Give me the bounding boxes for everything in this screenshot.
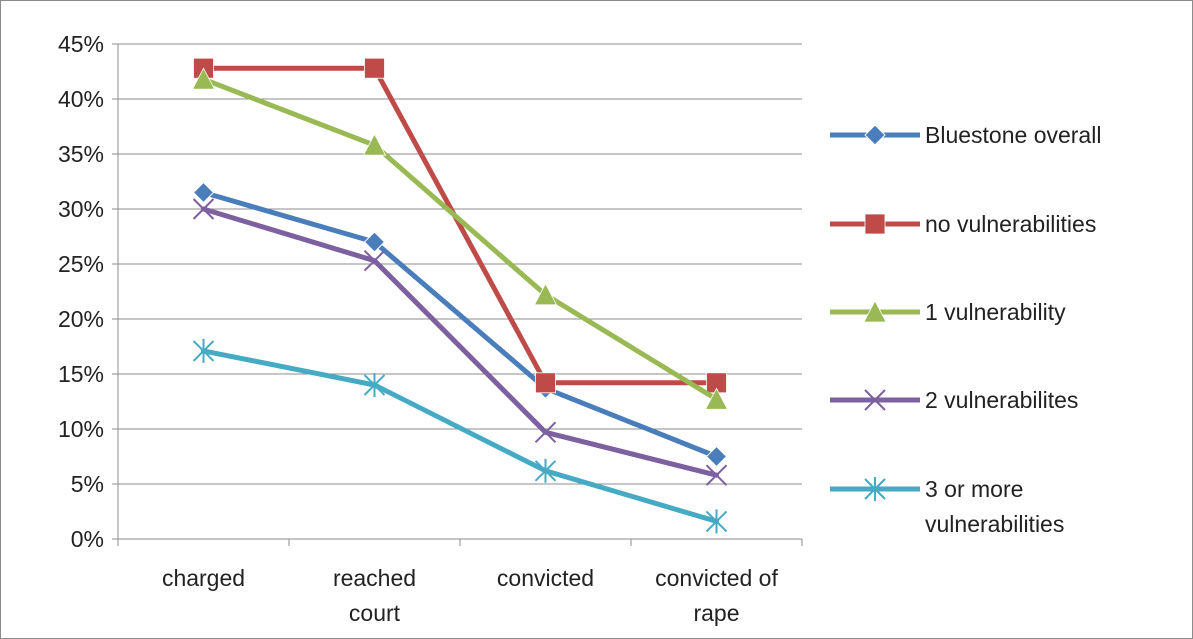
data-point-marker: [533, 282, 558, 306]
legend-marker: [864, 389, 886, 411]
data-point-marker: [191, 67, 216, 90]
y-tick-label: 10%: [58, 416, 104, 442]
data-point-marker: [534, 421, 557, 444]
data-point-marker: [192, 198, 215, 220]
series-line: [201, 190, 719, 459]
y-tick-label: 20%: [58, 306, 104, 332]
y-tick-label: 30%: [58, 196, 104, 222]
legend-marker: [864, 213, 886, 235]
legend-entry: 1 vulnerability: [830, 299, 1066, 325]
data-point-marker: [705, 445, 728, 468]
series-x: [192, 198, 728, 486]
legend-entry: 2 vulnerabilites: [830, 387, 1078, 413]
gridlines: [118, 43, 802, 485]
series-star: [192, 338, 728, 534]
x-category-label: convicted: [497, 565, 594, 591]
data-point-marker: [705, 509, 728, 534]
legend-label: Bluestone overall: [925, 122, 1101, 148]
legend-entry: no vulnerabilities: [830, 211, 1096, 237]
legend-label: 1 vulnerability: [925, 299, 1066, 325]
data-point-marker: [705, 464, 728, 486]
data-point-marker: [363, 231, 386, 253]
legend: Bluestone overall no vulnerabilities 1 vul…: [830, 122, 1101, 537]
y-tick-label: 15%: [58, 361, 104, 387]
legend-label: 2 vulnerabilites: [925, 387, 1078, 413]
data-point-marker: [192, 338, 215, 363]
y-tick-label: 45%: [58, 31, 104, 57]
data-point-marker: [363, 373, 386, 397]
y-axis-tick-labels: 0% 5% 10% 15% 20% 25% 30% 35% 40% 45%: [58, 31, 104, 552]
legend-entry: 3 or more vulnerabilities: [830, 476, 1064, 537]
data-point-marker: [534, 458, 557, 483]
series-line: [201, 65, 719, 386]
data-point-marker: [704, 387, 729, 410]
x-axis-category-labels: charged reached court convicted convicted of…: [162, 565, 779, 626]
y-tick-label: 35%: [58, 141, 104, 167]
x-category-label: convicted of rape: [655, 565, 778, 626]
y-tick-label: 40%: [58, 86, 104, 112]
legend-marker: [864, 477, 886, 501]
series-triangle: [191, 67, 729, 410]
data-point-marker: [192, 181, 215, 204]
legend-label: no vulnerabilities: [925, 211, 1096, 237]
legend-entry: Bluestone overall: [830, 122, 1101, 148]
series-line: [201, 76, 719, 402]
data-point-marker: [535, 372, 556, 394]
y-tick-label: 25%: [58, 251, 104, 277]
data-series: [191, 57, 729, 534]
data-point-marker: [363, 249, 386, 272]
axes: [112, 43, 803, 546]
y-tick-label: 0%: [71, 526, 104, 552]
y-tick-label: 5%: [71, 471, 104, 497]
legend-marker: [864, 124, 886, 146]
x-category-label: charged: [162, 565, 245, 591]
x-category-label: reached court: [333, 565, 416, 626]
data-point-marker: [362, 133, 387, 156]
legend-marker: [863, 300, 887, 323]
legend-label: 3 or more vulnerabilities: [925, 476, 1064, 537]
data-point-marker: [364, 57, 385, 79]
series-line: [201, 206, 719, 478]
series-line: [201, 348, 719, 524]
